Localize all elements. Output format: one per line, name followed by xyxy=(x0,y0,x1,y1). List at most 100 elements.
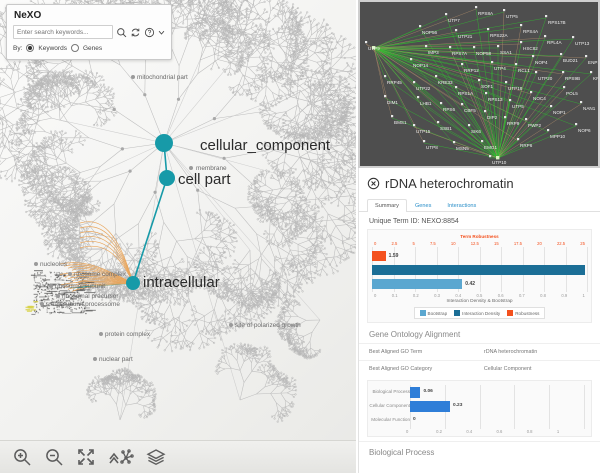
gene-node-label[interactable]: UTP5 xyxy=(506,14,518,19)
go-chart-value: 0.23 xyxy=(453,403,463,408)
zoom-in-icon[interactable] xyxy=(12,447,32,467)
tree-node-label[interactable]: nuclear part xyxy=(99,356,133,363)
gene-node-label[interactable]: BUD21 xyxy=(563,58,578,63)
detail-tabs[interactable]: Summary Genes Interactions xyxy=(359,198,600,212)
gene-node-label[interactable]: RPS6 xyxy=(443,107,455,112)
tree-toolbar[interactable] xyxy=(0,440,356,473)
gene-node-label[interactable]: RCL1 xyxy=(518,68,530,73)
gene-node-label[interactable]: UTP21 xyxy=(458,34,473,39)
gene-node-label[interactable]: DIP2 xyxy=(487,115,498,120)
gene-node-label[interactable]: RRP6 xyxy=(520,143,533,148)
refresh-icon[interactable] xyxy=(130,27,141,38)
gene-node-label[interactable]: PWP2 xyxy=(528,123,541,128)
gene-node-label[interactable]: UTP5 xyxy=(512,104,524,109)
gene-node-label[interactable]: DIM1 xyxy=(387,100,398,105)
gene-node-label[interactable]: ENP1 xyxy=(588,60,598,65)
gene-node-label[interactable]: MPP10 xyxy=(550,134,566,139)
gene-node-label[interactable]: UTP10 xyxy=(492,160,507,165)
gene-node-label[interactable]: IMP3 xyxy=(428,50,439,55)
gene-node-label[interactable]: NOP4 xyxy=(535,60,548,65)
gene-node-label[interactable]: RRP9 xyxy=(507,121,520,126)
gene-node-label[interactable]: NOP14 xyxy=(413,63,429,68)
help-icon[interactable] xyxy=(144,27,155,38)
gene-node-label[interactable]: LHB1 xyxy=(420,101,432,106)
gene-node-label[interactable]: MSN5 xyxy=(456,146,469,151)
tree-node-label[interactable]: site of polarized growth xyxy=(235,322,301,329)
gene-node-label[interactable]: RPS17B xyxy=(548,20,566,25)
gene-node-label[interactable]: RPS22A xyxy=(490,33,509,38)
gene-node-label[interactable]: RPL4A xyxy=(547,40,562,45)
tree-node-label[interactable]: membrane xyxy=(196,165,227,172)
gene-node-label[interactable]: KRI1 xyxy=(593,76,598,81)
gene-node-label[interactable]: NOP58 xyxy=(476,51,492,56)
search-icon[interactable] xyxy=(116,27,127,38)
gene-node-label[interactable]: RPS4A xyxy=(523,29,539,34)
gene-node-label[interactable]: RPS9B xyxy=(565,76,580,81)
tab-interactions[interactable]: Interactions xyxy=(447,203,477,209)
gene-node-label[interactable]: HSC82 xyxy=(523,46,538,51)
fit-screen-icon[interactable] xyxy=(76,447,96,467)
gene-node-label[interactable]: UTP4 xyxy=(494,66,506,71)
search-by-row[interactable]: By: Keywords Genes xyxy=(13,44,165,52)
gene-node-label[interactable]: NOP6 xyxy=(578,128,591,133)
term-detail-panel[interactable]: rDNA heterochromatin Summary Genes Inter… xyxy=(358,168,600,473)
zoom-out-icon[interactable] xyxy=(44,447,64,467)
gene-node-label[interactable]: RRP12 xyxy=(464,68,479,73)
legend-item[interactable]: Robustness xyxy=(507,310,539,316)
legend-item[interactable]: Interaction Density xyxy=(454,310,500,316)
gene-node-label[interactable]: NAN1 xyxy=(583,106,596,111)
gene-node-label[interactable]: UTP8 xyxy=(426,145,438,150)
gene-node-label[interactable]: UTP18 xyxy=(508,86,523,91)
tree-node-label[interactable]: nucleolus xyxy=(40,261,67,268)
gene-node-label[interactable]: UTP15 xyxy=(416,129,431,134)
radio-genes[interactable] xyxy=(70,44,79,52)
gene-node-label[interactable]: RPS8A xyxy=(478,11,494,16)
collapse-tree-icon[interactable] xyxy=(108,447,134,467)
tree-node-label[interactable]: ribosomal subunit xyxy=(55,283,105,290)
gene-node-label[interactable]: RPS1A xyxy=(458,91,474,96)
tree-node-label[interactable]: cell part xyxy=(178,171,231,188)
tree-node-label[interactable]: small subunit processome xyxy=(46,301,120,308)
gene-node-label[interactable]: RRP45 xyxy=(387,80,402,85)
gene-node-label[interactable]: UTP13 xyxy=(575,41,590,46)
tree-node-label[interactable]: protein complex xyxy=(105,331,151,338)
gene-network-graph[interactable]: UTP9 NOP56 UTP7 RPS8A UTP5 RPS17B UTP21 RPS22A R… xyxy=(360,2,598,166)
tree-node-label[interactable]: cellular_component xyxy=(200,137,331,154)
tab-genes[interactable]: Genes xyxy=(414,203,432,209)
gene-node-label[interactable]: UTP22 xyxy=(416,86,431,91)
gene-node-label[interactable]: EMG1 xyxy=(484,145,497,150)
gene-interaction-network[interactable]: UTP9 NOP56 UTP7 RPS8A UTP5 RPS17B UTP21 RPS22A R… xyxy=(358,0,600,168)
gene-node-label[interactable]: CBF5 xyxy=(464,108,476,113)
tree-node-label[interactable]: mitochondrial part xyxy=(137,74,188,81)
search-row[interactable] xyxy=(13,25,165,39)
gene-node-label[interactable]: UTP7 xyxy=(448,18,460,23)
gene-node-label[interactable]: NOP1 xyxy=(553,110,566,115)
search-panel[interactable]: NeXO xyxy=(6,4,172,60)
tab-summary[interactable]: Summary xyxy=(367,199,407,212)
layers-icon[interactable] xyxy=(146,447,166,467)
legend-item[interactable]: Bootstrap xyxy=(419,310,447,316)
gene-node-label[interactable]: UTP9 xyxy=(368,46,380,51)
gene-node-label[interactable]: SSA1 xyxy=(500,50,512,55)
tree-node-label[interactable]: ribosomal precursor xyxy=(62,293,119,300)
radio-keywords[interactable] xyxy=(26,44,35,52)
gene-node-label[interactable]: SIK6 xyxy=(471,129,481,134)
gene-node-label[interactable]: SOF1 xyxy=(481,84,493,89)
gene-node-label[interactable]: POL5 xyxy=(566,91,578,96)
tree-node-label[interactable]: ribosome complex xyxy=(74,271,127,278)
gene-node-label[interactable]: KRE33 xyxy=(438,80,453,85)
search-input[interactable] xyxy=(13,25,113,39)
tree-node-label[interactable]: intracellular xyxy=(143,274,220,291)
gene-node-label[interactable]: RPS7A xyxy=(452,51,468,56)
gene-node-label[interactable]: NOC4 xyxy=(533,96,546,101)
chevron-down-icon[interactable] xyxy=(158,27,165,38)
gene-node-label[interactable]: NOP56 xyxy=(422,30,438,35)
gene-node-label[interactable]: SSB1 xyxy=(440,126,452,131)
gene-node-label[interactable]: BMS1 xyxy=(394,120,407,125)
close-icon[interactable] xyxy=(367,177,380,190)
chart-legend[interactable]: Bootstrap Interaction Density Robustness xyxy=(413,307,546,319)
gene-node-label[interactable]: RPS13 xyxy=(488,97,503,102)
gene-node-label[interactable]: UTP20 xyxy=(538,76,553,81)
